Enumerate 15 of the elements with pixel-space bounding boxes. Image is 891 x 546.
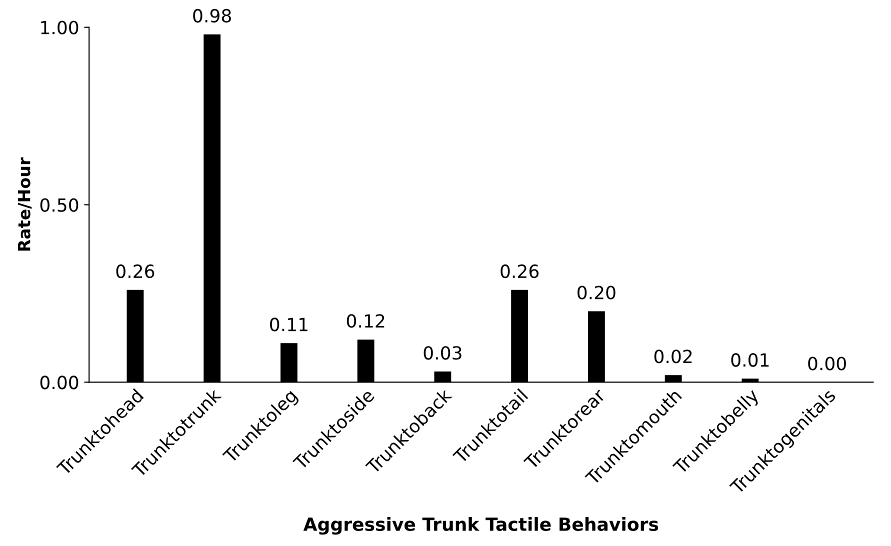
- data-label: 0.12: [346, 314, 384, 328]
- y-axis-title: Rate/Hour: [18, 157, 32, 251]
- data-label: 0.20: [578, 286, 616, 300]
- y-tick-label: 0.00: [40, 376, 78, 390]
- data-label: 0.02: [654, 350, 692, 364]
- data-label: 0.26: [116, 264, 154, 278]
- data-label: 0.26: [500, 264, 539, 278]
- data-label: 0.11: [270, 318, 308, 332]
- x-axis-title: Aggressive Trunk Tactile Behaviors: [303, 517, 658, 535]
- data-label: 0.01: [731, 353, 769, 367]
- data-label: 0.98: [193, 8, 231, 23]
- y-tick-label: 0.50: [40, 198, 78, 212]
- y-tick-label: 1.00: [41, 20, 78, 34]
- data-label: 0.03: [424, 346, 462, 360]
- data-label: 0.00: [808, 356, 846, 370]
